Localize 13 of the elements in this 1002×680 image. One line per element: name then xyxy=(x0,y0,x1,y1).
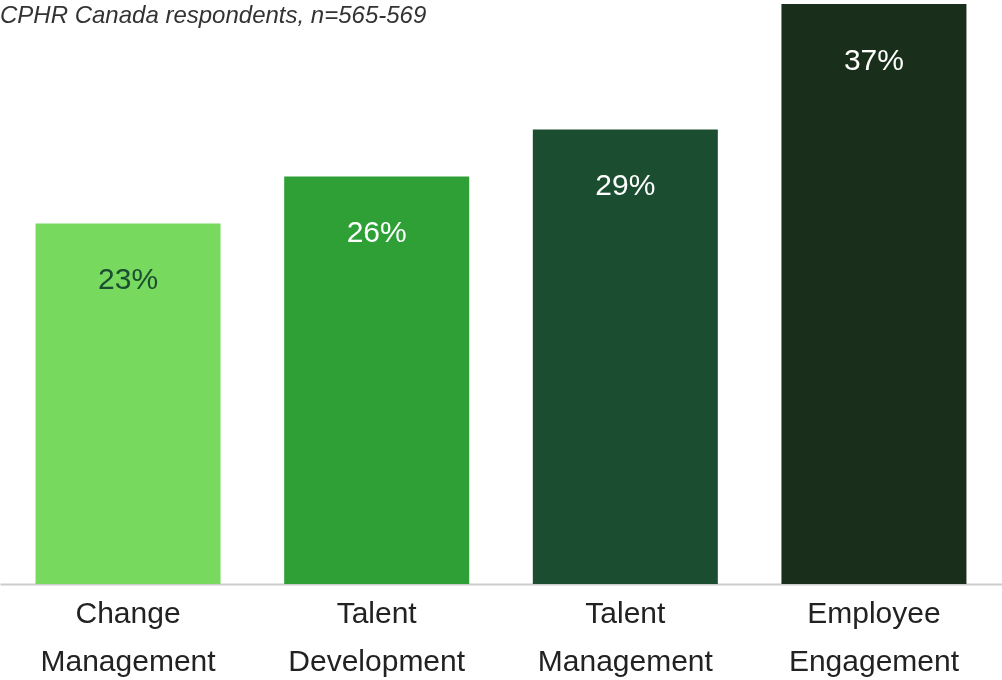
data-label: 29% xyxy=(595,168,656,202)
x-tick-label: Employee Engagement xyxy=(788,595,960,677)
x-tick-label: Talent Development xyxy=(288,595,466,677)
x-tick-label: Talent Management xyxy=(537,595,714,677)
bar xyxy=(35,223,221,584)
x-tick-label: Change Management xyxy=(40,595,217,677)
data-label: 37% xyxy=(843,43,904,76)
bar xyxy=(781,4,967,584)
data-label: 26% xyxy=(346,215,407,249)
data-label: 23% xyxy=(98,262,159,296)
bar xyxy=(532,129,718,584)
bar xyxy=(284,176,470,584)
chart-subtitle: CPHR Canada respondents, n=565-569 xyxy=(0,1,427,28)
